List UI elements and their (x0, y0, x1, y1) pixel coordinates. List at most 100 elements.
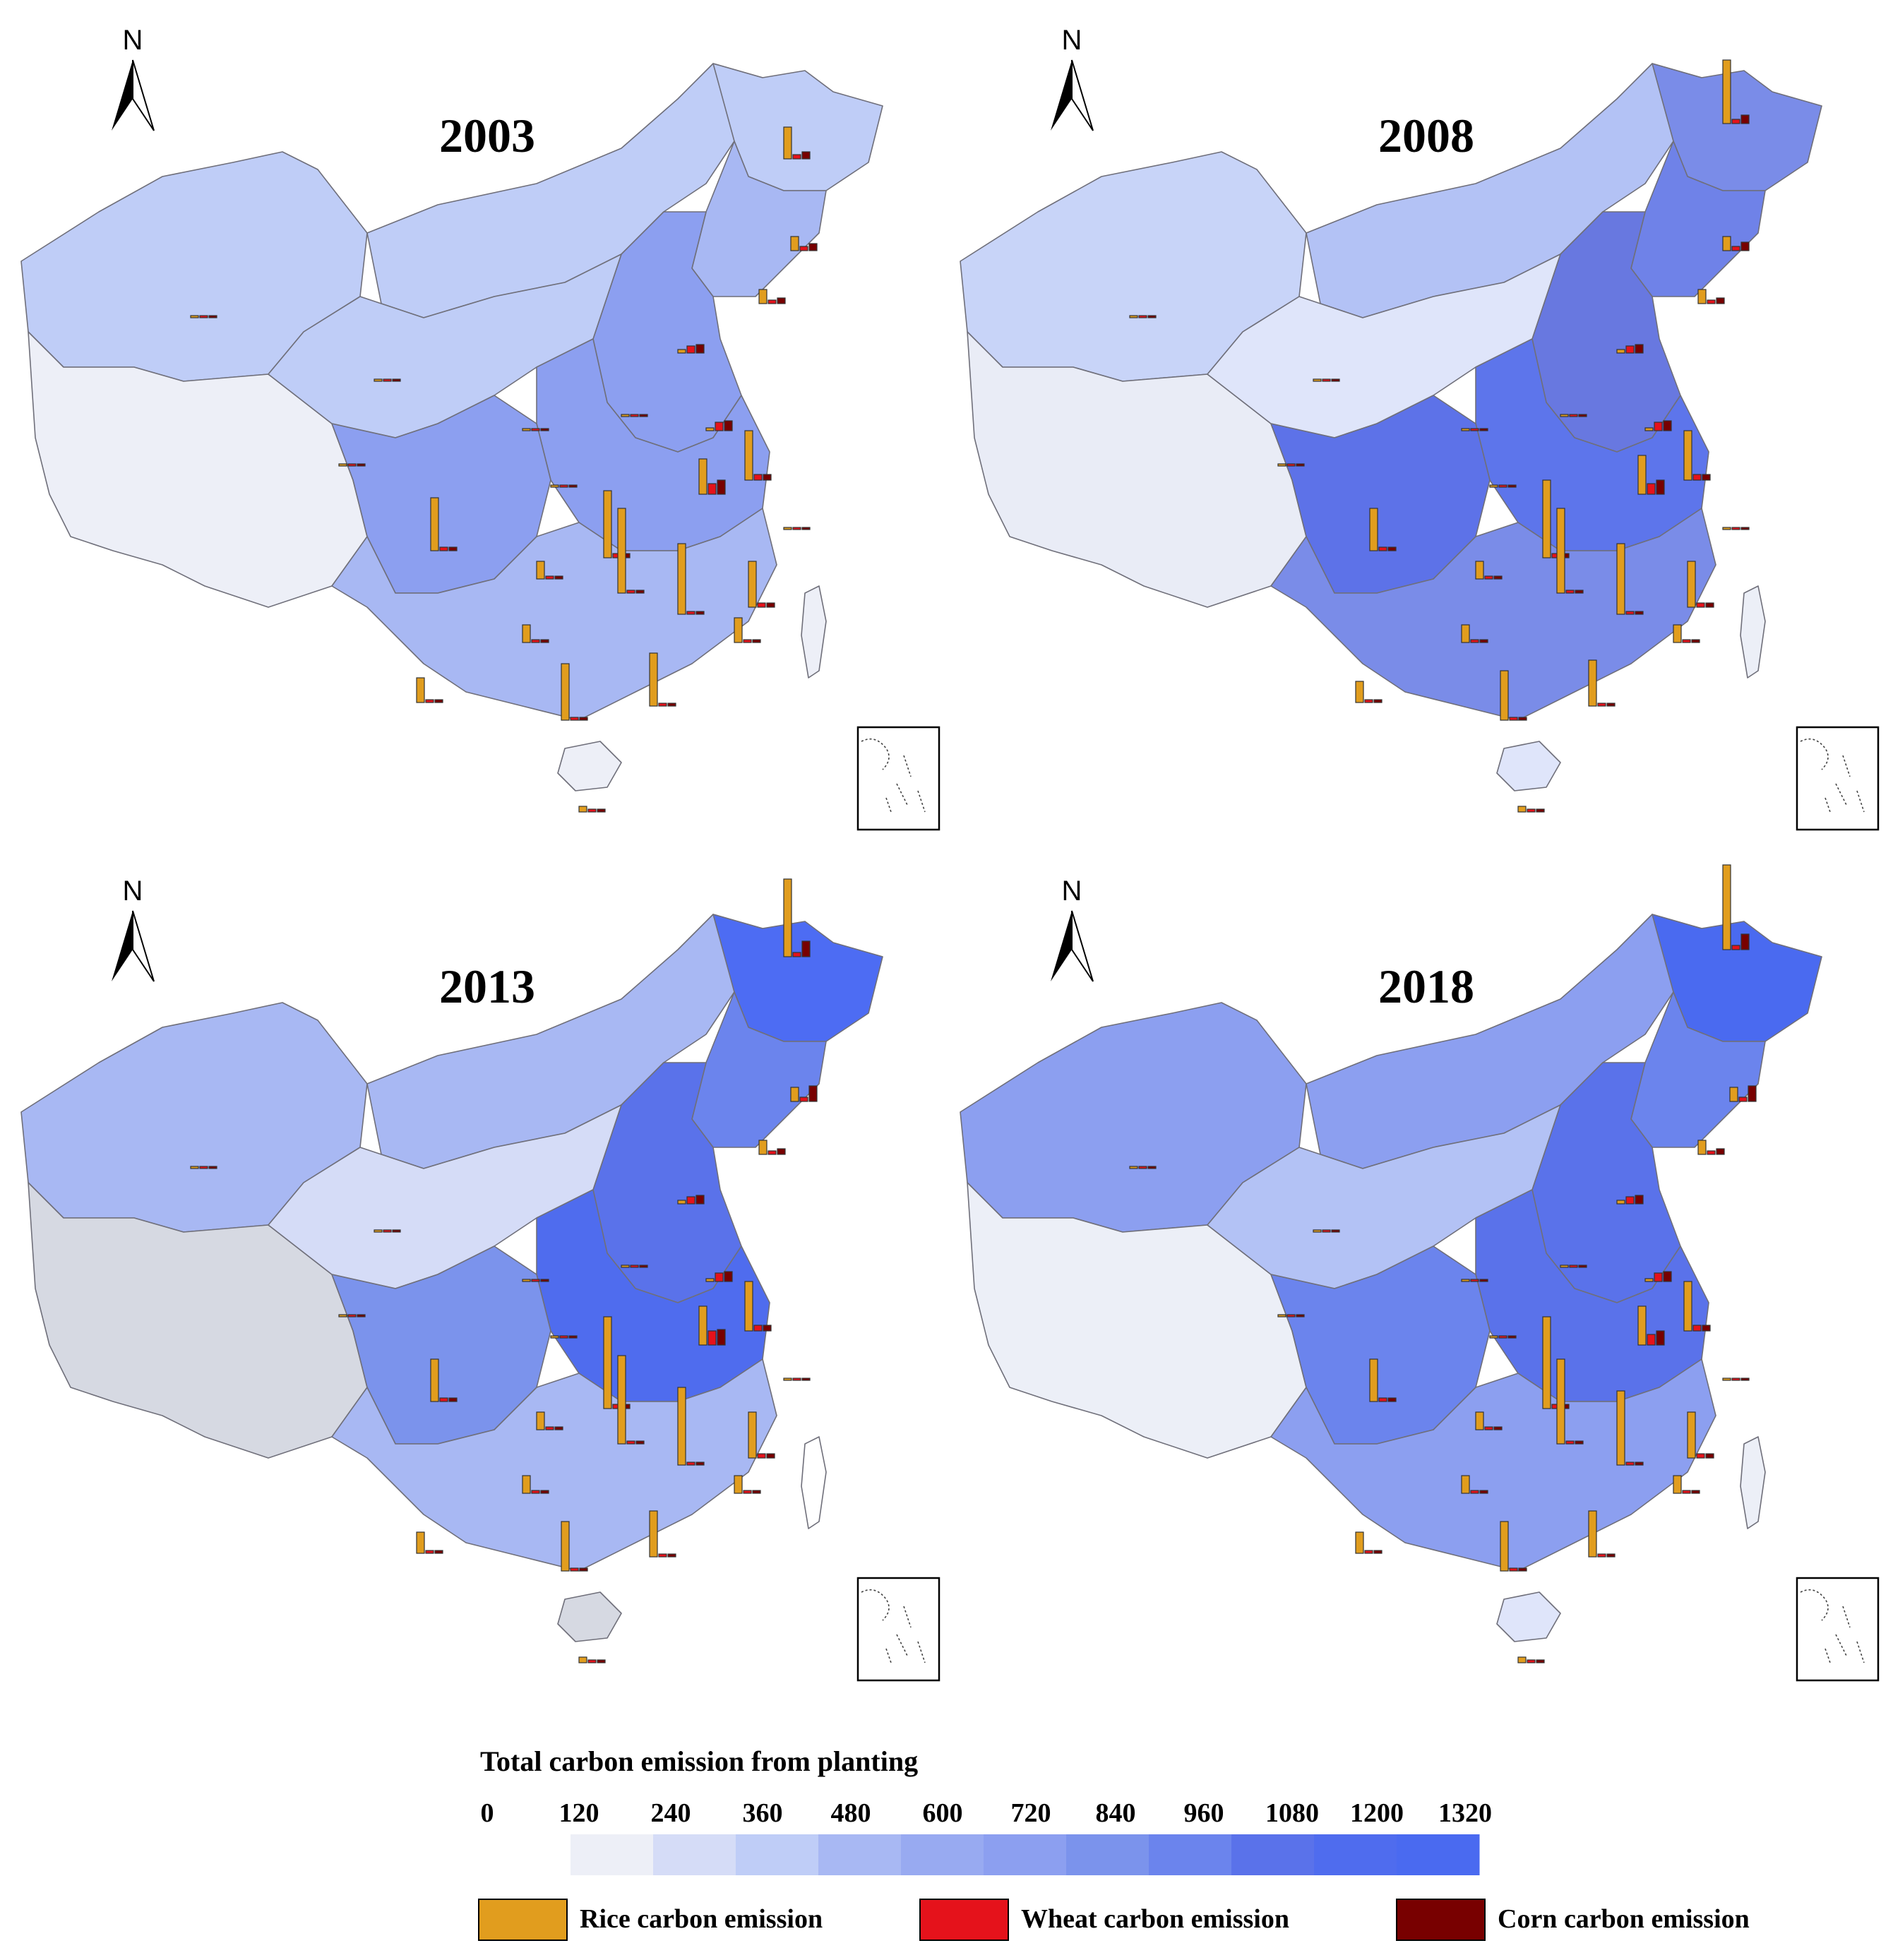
rice-bar (1683, 1281, 1692, 1332)
inset-map (1796, 1577, 1880, 1682)
rice-bar (1461, 624, 1470, 643)
inset-map (856, 726, 940, 831)
legend-tick-label: 240 (651, 1798, 691, 1828)
corn-bar (1691, 1490, 1700, 1494)
legend-color-swatch (818, 1834, 902, 1875)
corn-bar (667, 703, 676, 707)
province-region (1270, 508, 1716, 721)
corn-bar (1296, 463, 1305, 467)
province-region (801, 585, 827, 679)
corn-bar (1716, 1148, 1725, 1155)
rice-bar (1542, 479, 1551, 558)
corn-bar (1656, 479, 1665, 495)
corn-bar (639, 1265, 648, 1268)
corn-bar (808, 243, 818, 251)
corn-bar (579, 1567, 588, 1572)
rice-bar (649, 1510, 658, 1558)
wheat-bar (658, 1553, 667, 1558)
corn-bar (639, 414, 648, 417)
rice-bar (1277, 463, 1286, 467)
rice-bar (1637, 455, 1647, 495)
wheat-bar (545, 1426, 554, 1430)
rice-bar (621, 1265, 630, 1268)
wheat-bar (1597, 1553, 1606, 1558)
corn-bar (1748, 1085, 1757, 1102)
map-year-title: 2003 (439, 109, 535, 162)
corn-bar (208, 1166, 217, 1169)
rice-bar (1722, 527, 1731, 530)
north-arrow-right (1071, 910, 1094, 982)
map-year-title: 2018 (1378, 960, 1474, 1013)
rice-bar (1683, 430, 1692, 481)
corn-bar (1575, 1440, 1584, 1445)
province-regions (20, 63, 883, 791)
rice-bar (1129, 315, 1138, 318)
corn-bar (1518, 717, 1527, 721)
wheat-bar (1509, 717, 1518, 721)
corn-bar (540, 639, 549, 643)
wheat-bar (559, 484, 568, 488)
north-arrow-icon: N (1051, 876, 1094, 982)
corn-bar (1740, 241, 1750, 251)
corn-bar (667, 1553, 676, 1558)
legend-tick-label: 840 (1096, 1798, 1136, 1828)
wheat-bar (1692, 1325, 1702, 1332)
corn-bar (763, 1325, 772, 1332)
corn-bar (554, 1426, 563, 1430)
rice-bar (1517, 1656, 1527, 1663)
wheat-bar (1527, 1659, 1536, 1663)
corn-bar (1716, 297, 1725, 304)
wheat-bar (1470, 639, 1479, 643)
corn-bar (1479, 428, 1488, 431)
corn-bar (1740, 114, 1750, 124)
crop-bars (1129, 864, 1757, 1663)
north-label: N (1062, 25, 1082, 56)
corn-bar (1479, 639, 1488, 643)
legend-color-swatch (1066, 1834, 1149, 1875)
corn-bar (1635, 344, 1644, 354)
corn-bar (1606, 703, 1616, 707)
legend: Total carbon emission from planting 0 120… (478, 1745, 1750, 1941)
corn-bar (434, 1550, 443, 1554)
wheat-bar (383, 1229, 392, 1233)
wheat-bar (768, 299, 777, 304)
corn-bar (766, 1453, 775, 1459)
wheat-bar (1498, 1335, 1507, 1339)
rice-bar (1673, 1475, 1682, 1494)
corn-bar (1493, 1426, 1503, 1430)
wheat-bar (439, 1397, 448, 1402)
rice-bar (1355, 681, 1364, 703)
corn-bar (357, 463, 366, 467)
rice-bar (744, 430, 753, 481)
wheat-bar (1731, 246, 1740, 251)
province-region (1270, 1358, 1716, 1572)
legend-color-swatch (984, 1834, 1067, 1875)
corn-bar (808, 1085, 818, 1102)
bar-key-label: Rice carbon emission (580, 1904, 823, 1934)
rice-bar (1560, 1265, 1569, 1268)
rice-bar (1616, 543, 1625, 615)
corn-bar (766, 602, 775, 608)
wheat-bar (715, 1272, 724, 1282)
wheat-bar (1682, 1490, 1691, 1494)
legend-tick-label: 480 (831, 1798, 871, 1828)
wheat-bar (570, 717, 579, 721)
wheat-bar (531, 639, 540, 643)
wheat-bar (1286, 1314, 1296, 1317)
legend-color-ramp (571, 1834, 1480, 1875)
rice-bar (430, 497, 439, 551)
wheat-bar (792, 154, 801, 160)
rice-bar (1489, 1335, 1498, 1339)
corn-bar (540, 1279, 549, 1282)
wheat-bar (199, 315, 208, 318)
province-region (557, 741, 622, 791)
rice-bar (1644, 1278, 1654, 1282)
wheat-bar (347, 1314, 357, 1317)
corn-bar (1479, 1490, 1488, 1494)
corn-bar (1373, 699, 1383, 703)
corn-bar (1479, 1279, 1488, 1282)
wheat-bar (587, 808, 597, 813)
rice-bar (1277, 1314, 1286, 1317)
rice-bar (677, 349, 686, 354)
corn-bar (695, 344, 705, 354)
